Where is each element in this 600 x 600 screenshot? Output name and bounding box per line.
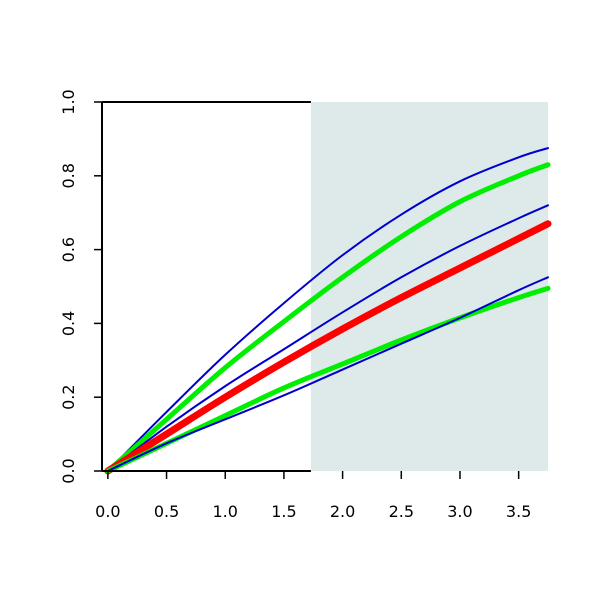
y-tick-label: 0.0	[59, 458, 78, 483]
x-tick-label: 0.0	[95, 502, 120, 521]
series-line-3	[106, 204, 549, 472]
y-tick-label: 1.0	[59, 89, 78, 114]
x-tick-label: 3.5	[506, 502, 531, 521]
x-tick-label: 2.5	[389, 502, 414, 521]
y-tick-label: 0.4	[59, 311, 78, 336]
x-tick-label: 3.0	[447, 502, 472, 521]
x-tick-label: 2.0	[330, 502, 355, 521]
x-tick-label: 1.5	[271, 502, 296, 521]
series-line-1	[106, 147, 549, 472]
axes-layer: 0.0 0.5 1.0 1.5 2.0 2.5 3.0 3.5 0.0 0.2 0.4 0.6 0.8 1…	[59, 89, 531, 521]
x-tick-label: 0.5	[154, 502, 179, 521]
y-tick-label: 0.6	[59, 237, 78, 262]
y-tick-label: 0.2	[59, 384, 78, 409]
y-tick-label: 0.8	[59, 163, 78, 188]
series-line-2	[105, 162, 551, 474]
series-layer	[104, 147, 552, 475]
series-line-6	[106, 276, 549, 472]
x-tick-label: 1.0	[213, 502, 238, 521]
series-line-4	[104, 220, 552, 475]
